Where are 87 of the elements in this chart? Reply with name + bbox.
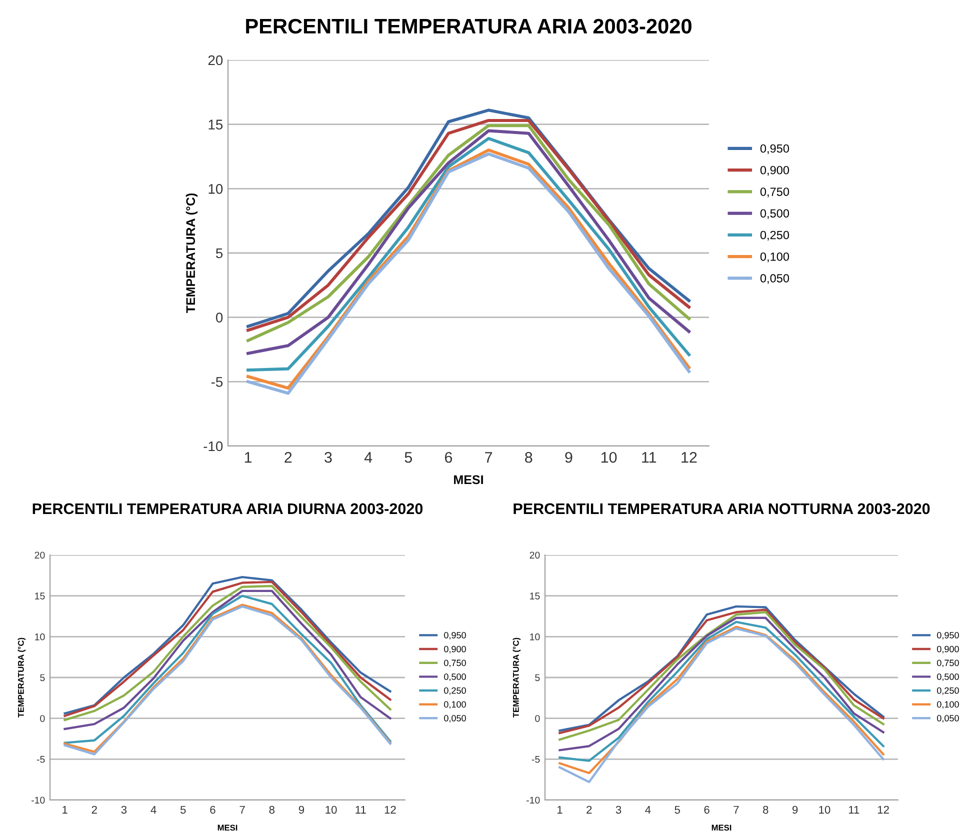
legend-label: 0,100 [760, 252, 790, 262]
x-tick-label: 4 [150, 806, 156, 814]
legend-label: 0,900 [444, 646, 466, 654]
y-tick-label: 0 [40, 715, 45, 722]
x-tick-label: 10 [601, 452, 617, 463]
legend-label: 0,500 [760, 209, 790, 219]
x-tick-label: 11 [642, 452, 656, 463]
legend-label: 0,750 [937, 660, 959, 668]
legend-label: 0,900 [760, 166, 790, 176]
legend-label: 0,100 [444, 701, 466, 709]
y-axis-title: TEMPERATURA (°C) [512, 638, 521, 718]
x-tick-label: 4 [364, 452, 372, 463]
x-tick-label: 5 [404, 452, 412, 463]
y-tick-label: 20 [530, 552, 540, 559]
x-axis-title: MESI [218, 824, 238, 831]
y-tick-label: -10 [526, 796, 540, 804]
y-tick-label: 15 [208, 120, 223, 130]
legend-label: 0,950 [937, 632, 959, 640]
y-tick-label: 20 [34, 552, 45, 559]
x-tick-label: 1 [557, 806, 562, 814]
legend-label: 0,950 [444, 632, 466, 640]
x-tick-label: 9 [792, 806, 798, 814]
legend-label: 0,750 [760, 188, 790, 198]
y-tick-label: -10 [32, 796, 45, 804]
x-tick-label: 7 [734, 806, 739, 814]
x-tick-label: 12 [682, 452, 697, 463]
y-tick-label: 10 [35, 633, 45, 640]
x-tick-label: 8 [525, 452, 532, 463]
x-tick-label: 10 [326, 806, 337, 814]
legend-label: 0,900 [937, 646, 959, 654]
x-tick-label: 3 [616, 806, 622, 814]
y-tick-label: 10 [530, 633, 540, 640]
x-tick-label: 7 [485, 452, 492, 463]
x-tick-label: 3 [324, 452, 332, 463]
x-tick-label: 4 [645, 806, 651, 814]
x-axis-title: MESI [712, 824, 732, 831]
y-tick-label: 15 [35, 592, 45, 600]
legend-label: 0,500 [937, 674, 959, 681]
y-axis-title: TEMPERATURA (°C) [18, 638, 26, 718]
x-tick-label: 11 [356, 806, 366, 814]
x-tick-label: 9 [565, 452, 572, 463]
x-tick-label: 6 [704, 806, 710, 814]
x-tick-label: 2 [92, 806, 97, 814]
y-tick-label: 0 [216, 312, 223, 323]
y-tick-label: 10 [208, 184, 223, 194]
x-axis-title: MESI [454, 475, 483, 484]
x-tick-label: 2 [586, 806, 592, 814]
y-tick-label: 20 [208, 55, 223, 66]
legend-label: 0,050 [444, 715, 466, 722]
chart-title: PERCENTILI TEMPERATURA ARIA DIURNA 2003-2020 [32, 503, 423, 514]
y-tick-label: 0 [535, 715, 540, 722]
x-tick-label: 12 [384, 806, 396, 814]
x-tick-label: 1 [244, 452, 252, 463]
y-axis-title: TEMPERATURA (°C) [186, 193, 198, 313]
legend-label: 0,750 [444, 660, 466, 668]
y-tick-label: -5 [36, 756, 45, 763]
x-tick-label: 8 [269, 806, 274, 814]
legend-label: 0,250 [444, 687, 466, 695]
y-tick-label: -10 [204, 441, 223, 452]
legend-label: 0,050 [760, 274, 790, 284]
legend-label: 0,050 [937, 715, 959, 722]
x-tick-label: 6 [210, 806, 216, 814]
legend-label: 0,250 [937, 687, 959, 695]
x-tick-label: 12 [878, 806, 889, 814]
x-tick-label: 3 [121, 806, 127, 814]
chart-title: PERCENTILI TEMPERATURA ARIA 2003-2020 [246, 18, 692, 34]
x-tick-label: 9 [298, 806, 304, 814]
legend-label: 0,950 [760, 144, 790, 154]
x-tick-label: 11 [848, 806, 860, 814]
legend-label: 0,500 [444, 674, 466, 681]
y-tick-label: 5 [535, 674, 540, 682]
y-tick-label: -5 [211, 377, 223, 387]
y-tick-label: 5 [216, 248, 223, 258]
x-tick-label: 7 [240, 806, 245, 814]
legend-label: 0,100 [937, 701, 959, 709]
x-tick-label: 1 [62, 806, 68, 814]
y-tick-label: 15 [530, 592, 540, 600]
x-tick-label: 5 [180, 806, 186, 814]
x-tick-label: 10 [819, 806, 830, 814]
y-tick-label: -5 [532, 756, 540, 763]
x-tick-label: 5 [674, 806, 680, 814]
legend-label: 0,250 [760, 230, 790, 241]
x-tick-label: 6 [444, 452, 452, 463]
x-tick-label: 8 [763, 806, 768, 814]
x-tick-label: 2 [284, 452, 292, 463]
y-tick-label: 5 [40, 674, 45, 682]
chart-title: PERCENTILI TEMPERATURA ARIA NOTTURNA 2003-2020 [514, 503, 930, 514]
